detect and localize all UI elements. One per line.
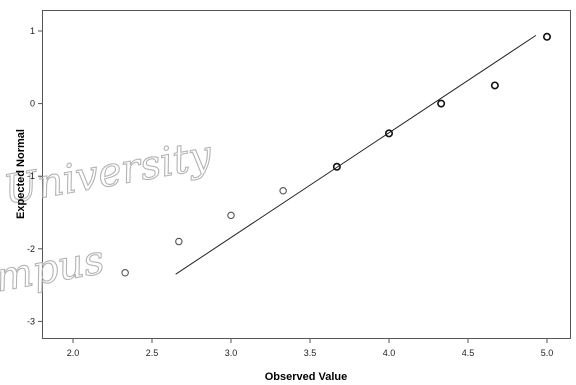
x-tick-label: 5.0: [541, 348, 554, 358]
x-tick-label: 4.0: [383, 348, 396, 358]
data-point-6: [384, 129, 393, 138]
x-axis-title: Observed Value: [265, 371, 348, 383]
reference-line-segment: [175, 34, 537, 275]
data-point-3: [227, 211, 235, 220]
data-point-2: [175, 237, 183, 246]
data-point-5: [332, 162, 341, 171]
x-tick-label: 2.0: [67, 348, 80, 358]
x-tick-label: 3.5: [304, 348, 317, 358]
data-point-8: [490, 81, 499, 90]
reference-line: [175, 34, 537, 275]
data-point-7: [437, 99, 446, 108]
y-tick-label: 0: [30, 99, 35, 109]
y-tick-label: -2: [27, 244, 35, 254]
x-tick-label: 3.0: [225, 348, 238, 358]
data-points: [121, 32, 551, 277]
y-tick-label: -1: [27, 171, 35, 181]
data-point-4: [279, 186, 287, 195]
y-tick-label: -3: [27, 316, 35, 326]
data-point-1: [121, 269, 129, 277]
data-point-9: [542, 32, 551, 41]
x-tick-label: 4.5: [462, 348, 475, 358]
y-tick-label: 1: [30, 26, 35, 36]
x-axis-ticks: 2.0 2.5 3.0 3.5 4.0 4.5 5.0: [67, 338, 554, 358]
y-axis-title: Expected Normal: [15, 129, 27, 219]
plot-frame: [42, 10, 571, 339]
x-tick-label: 2.5: [146, 348, 159, 358]
y-axis-ticks: 1 0 -1 -2 -3: [27, 26, 43, 326]
